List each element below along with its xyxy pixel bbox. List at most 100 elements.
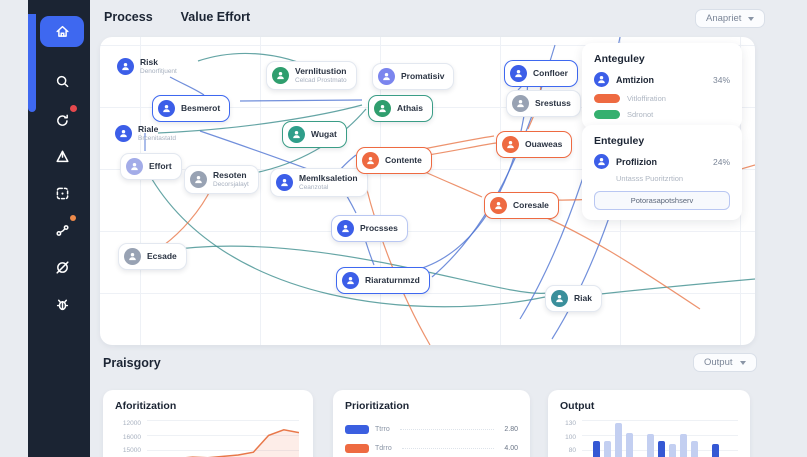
tab-value-effort[interactable]: Value Effort <box>180 10 251 24</box>
sidebar-item-flow[interactable] <box>50 215 76 242</box>
node-contente[interactable]: Contente <box>356 147 432 174</box>
bug-icon <box>56 299 68 310</box>
node-label: Riale <box>138 124 159 134</box>
output-bar <box>712 444 719 457</box>
node-procsses[interactable]: Procsses <box>331 215 408 242</box>
card-output: Output 130 100 80 <box>548 390 750 457</box>
card-aforitization: Aforitization 12000 16000 15000 <box>103 390 313 457</box>
y-tick: 80 <box>568 447 576 454</box>
person-icon <box>342 272 359 289</box>
pen-circle-icon <box>55 260 69 274</box>
node-coresale[interactable]: Coresale <box>484 192 559 219</box>
refresh-icon <box>56 114 68 126</box>
grid-box-icon <box>56 187 68 199</box>
node-label: Resoten <box>213 170 247 180</box>
filter-dropdown[interactable]: Anapriet <box>695 9 766 28</box>
card-title: Output <box>560 400 595 412</box>
output-bar <box>647 434 654 457</box>
sidebar-item-search[interactable] <box>50 69 74 93</box>
node-effort[interactable]: Effort <box>120 153 182 180</box>
node-label: Promatisiv <box>401 71 445 82</box>
output-bar <box>593 441 600 457</box>
section-title: Praisgory <box>103 356 161 370</box>
node-ecsade[interactable]: Ecsade <box>118 243 187 270</box>
person-icon <box>502 136 519 153</box>
node-resoten[interactable]: Resoten Decorsjalayt <box>184 165 259 194</box>
row-label: Tdrro <box>375 445 392 452</box>
output-bar <box>669 444 676 457</box>
node-wugat[interactable]: Wugat <box>282 121 347 148</box>
node-label: Besmerot <box>181 103 221 114</box>
home-icon <box>55 25 69 37</box>
person-icon <box>551 290 568 307</box>
sidebar-item-bug[interactable] <box>50 292 74 316</box>
person-icon <box>510 65 527 82</box>
sidebar-item-draw[interactable] <box>50 255 74 279</box>
legend-action-button[interactable]: Potorasapotshserv <box>594 191 730 210</box>
y-tick: 100 <box>565 433 576 441</box>
output-dropdown[interactable]: Output <box>693 353 757 372</box>
node-riale[interactable]: Riale Brcenitastatd <box>110 120 185 147</box>
node-srestuss[interactable]: Srestuss <box>506 90 581 117</box>
person-icon <box>272 66 289 84</box>
card-title: Aforitization <box>115 400 177 412</box>
node-vernlitustion[interactable]: Vernlitustion Celcad Prostmato <box>266 61 357 90</box>
node-promatisiv[interactable]: Promatisiv <box>372 63 455 90</box>
dotted-leader <box>401 448 495 449</box>
node-label: Confloer <box>533 68 568 79</box>
node-label: Memlksaletion <box>299 173 358 183</box>
chevron-down-icon <box>748 16 755 21</box>
output-bar <box>680 434 687 457</box>
node-label: Vernlitustion <box>295 66 347 76</box>
node-sublabel: Celcad Prostmato <box>295 76 347 84</box>
sidebar-item-prism[interactable] <box>50 144 74 168</box>
person-icon <box>362 152 379 169</box>
node-label: Procsses <box>360 223 398 234</box>
output-bar <box>615 423 622 457</box>
output-bars <box>582 420 738 457</box>
y-tick: 16000 <box>122 433 141 441</box>
legend-item-label: Amtizion <box>616 74 654 85</box>
output-bar <box>691 441 698 457</box>
chevron-down-icon <box>739 360 746 365</box>
priority-row: Tdrro 4.00 <box>345 439 518 457</box>
legend-card-title: Enteguley <box>594 135 645 147</box>
tab-process[interactable]: Process <box>104 10 153 24</box>
node-memlksaletion[interactable]: Memlksaletion Ceanzotal <box>270 168 368 197</box>
person-icon <box>288 126 305 143</box>
person-icon <box>190 170 207 188</box>
node-sublabel: Ceanzotal <box>299 183 329 191</box>
node-athais[interactable]: Athais <box>368 95 433 122</box>
node-risk[interactable]: Risk Denorfitjuent <box>112 53 186 80</box>
swatch-label: Sdronot <box>627 110 654 119</box>
node-label: Ouaweas <box>525 139 563 150</box>
legend-item-value: 34% <box>712 74 730 85</box>
row-value: 4.00 <box>504 445 518 452</box>
sidebar-item-apps[interactable] <box>50 181 74 205</box>
legend-item-value: 24% <box>712 156 730 167</box>
node-besmerot[interactable]: Besmerot <box>152 95 231 122</box>
swatch-orange <box>594 94 620 103</box>
person-icon <box>117 57 134 75</box>
node-riak[interactable]: Riak <box>545 285 602 312</box>
person-icon <box>490 197 507 214</box>
node-sublabel: Decorsjalayt <box>213 180 249 188</box>
person-icon <box>374 100 391 117</box>
sidebar-item-sync[interactable] <box>50 104 78 132</box>
node-label: Contente <box>385 155 422 166</box>
person-icon <box>124 248 141 265</box>
flow-icon <box>55 224 69 236</box>
sidebar-item-home[interactable] <box>40 16 84 47</box>
output-bar <box>658 441 665 457</box>
sidebar <box>28 0 90 457</box>
node-label: Riak <box>574 293 592 304</box>
node-confloer[interactable]: Confloer <box>504 60 578 87</box>
priority-row: Ttrro 2.80 <box>345 420 518 439</box>
search-icon <box>56 75 68 87</box>
output-dropdown-label: Output <box>704 357 733 368</box>
node-ouaweas[interactable]: Ouaweas <box>496 131 573 158</box>
person-icon <box>276 173 293 191</box>
node-sublabel: Brcenitastatd <box>138 134 176 142</box>
node-riaraturnmzd[interactable]: Riaraturnmzd <box>336 267 430 294</box>
person-icon <box>512 95 529 112</box>
